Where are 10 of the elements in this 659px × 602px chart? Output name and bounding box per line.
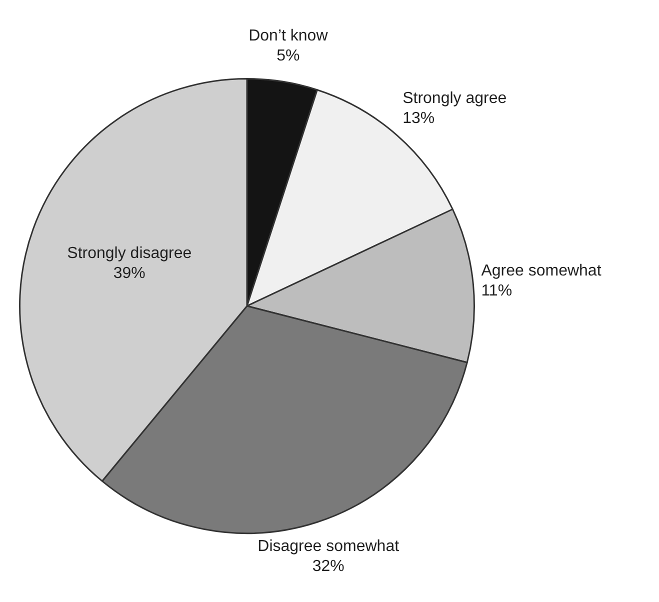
data-label: 39% <box>113 265 146 282</box>
slice-label: Strongly disagree <box>67 245 192 262</box>
data-label: 32% <box>312 558 344 575</box>
data-label: 5% <box>276 47 300 64</box>
slice-label: Don’t know <box>248 27 328 44</box>
data-label: 11% <box>481 282 512 300</box>
slice-label: Agree somewhat <box>481 262 602 280</box>
slice-label: Strongly agree <box>402 90 507 107</box>
data-label: 13% <box>402 110 435 127</box>
slice-label: Disagree somewhat <box>258 538 400 555</box>
